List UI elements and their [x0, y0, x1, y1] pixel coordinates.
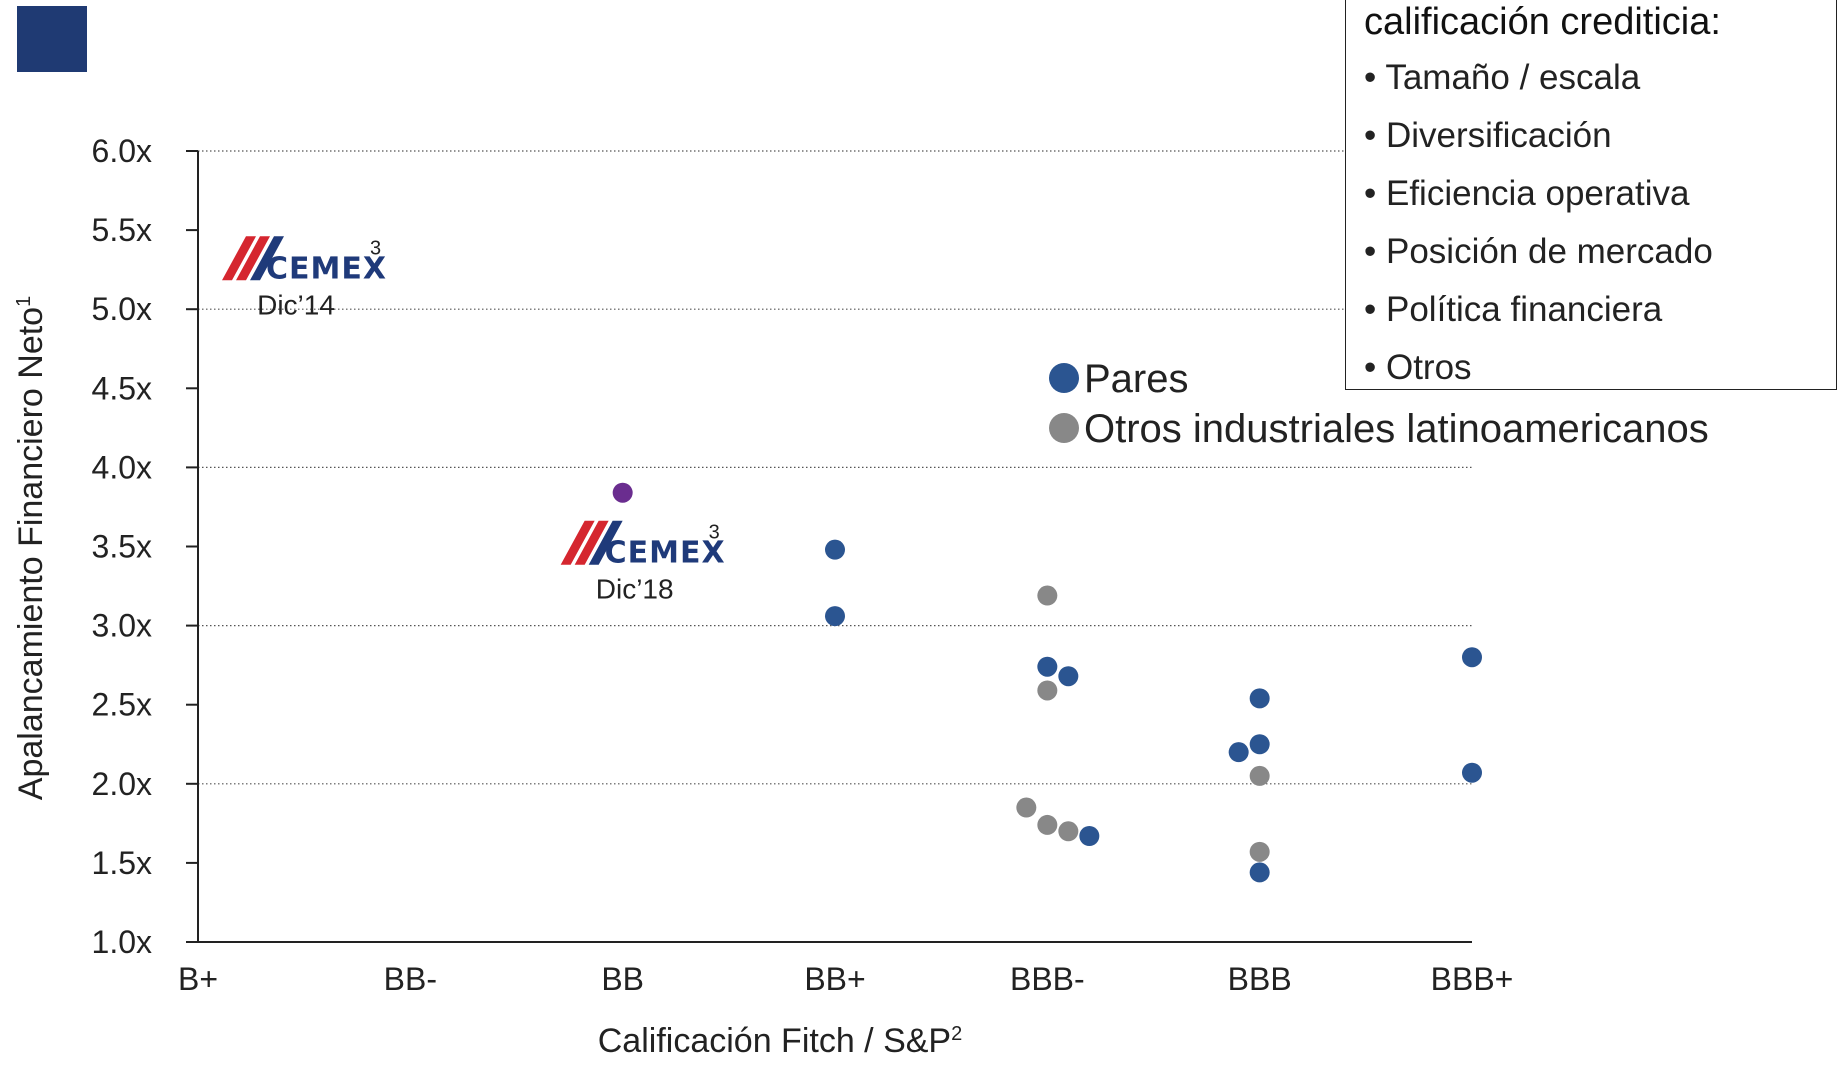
logo-wordmark: CEMEX	[605, 536, 726, 571]
factor-item: • Diversificación	[1364, 116, 1612, 155]
legend-marker	[1049, 413, 1079, 443]
y-axis-title: Apalancamiento Financiero Neto1	[12, 296, 50, 800]
logo-stripe-red	[236, 236, 270, 281]
peer-point	[1058, 666, 1079, 687]
latam-industrial-point	[1249, 841, 1270, 862]
axes	[186, 150, 1472, 943]
logo-stripe-red	[222, 236, 256, 281]
logo-stripe-blue	[250, 236, 284, 281]
legend-marker	[1049, 363, 1079, 393]
x-tick-label: BBB-	[1010, 961, 1085, 997]
latam-industrial-point	[1016, 797, 1037, 818]
peer-point	[1249, 862, 1270, 883]
annotation-date-label: Dic’18	[596, 574, 674, 605]
y-tick-label: 2.0x	[92, 766, 152, 802]
peer-point	[825, 539, 845, 560]
corner-accent-square	[17, 6, 87, 72]
peer-point	[1249, 734, 1270, 755]
x-tick-labels: B+ BB- BB BB+ BBB- BBB BBB+	[178, 961, 1513, 997]
latam-industrial-point	[1058, 821, 1079, 842]
latam-industrial-point	[1037, 585, 1058, 606]
logo-stripe-red	[560, 520, 595, 565]
legend-label: Otros industriales latinoamericanos	[1084, 407, 1709, 451]
latam-industrial-point	[1249, 765, 1270, 786]
logo-stripe-red	[574, 520, 609, 565]
x-tick-label: BB-	[384, 961, 437, 997]
peer-point	[825, 606, 845, 627]
factor-item: • Posición de mercado	[1364, 232, 1713, 271]
peer-point	[1079, 826, 1100, 847]
data-points	[612, 482, 1482, 883]
factor-item: • Otros	[1364, 348, 1472, 387]
legend-label: Pares	[1084, 357, 1189, 401]
y-tick-label: 4.0x	[92, 449, 152, 485]
factor-item: • Tamaño / escala	[1364, 58, 1641, 97]
y-tick-label: 1.0x	[92, 924, 152, 960]
grid-lines	[198, 150, 1472, 785]
logo-superscript: 3	[709, 522, 720, 544]
x-tick-label: BBB+	[1431, 961, 1514, 997]
x-tick-label: BB+	[804, 961, 865, 997]
annotation-date-label: Dic’14	[257, 289, 335, 320]
y-tick-label: 2.5x	[92, 687, 152, 723]
y-tick-labels: 1.0x 1.5x 2.0x 2.5x 3.0x 3.5x 4.0x 4.5x 5.0x 5.5x…	[92, 133, 152, 960]
logo-wordmark: CEMEX	[266, 251, 387, 286]
factor-item: • Política financiera	[1364, 290, 1663, 329]
logo-superscript: 3	[370, 237, 381, 259]
y-tick-label: 3.0x	[92, 608, 152, 644]
factor-item: • Eficiencia operativa	[1364, 174, 1690, 213]
legend: Pares Otros industriales latinoamericanos	[1049, 357, 1709, 451]
factors-list: • Tamaño / escala • Diversificación • Efic…	[1364, 49, 1836, 397]
y-tick-label: 5.0x	[92, 291, 152, 327]
latam-industrial-point	[1037, 680, 1058, 701]
credit-rating-factors-box: calificación crediticia: • Tamaño / esca…	[1345, 0, 1837, 390]
logo-stripe-blue	[588, 520, 623, 565]
x-tick-label: BB	[601, 961, 644, 997]
y-tick-label: 1.5x	[92, 845, 152, 881]
peer-point	[1249, 688, 1270, 709]
x-axis-title: Calificación Fitch / S&P2	[598, 1022, 962, 1060]
latam-industrial-point	[1037, 814, 1058, 835]
y-tick-label: 6.0x	[92, 133, 152, 169]
y-tick-label: 3.5x	[92, 529, 152, 565]
y-tick-label: 4.5x	[92, 370, 152, 406]
cemex-dic18-point	[612, 482, 633, 503]
peer-point	[1228, 742, 1249, 763]
x-tick-label: B+	[178, 961, 218, 997]
factors-box-title: calificación crediticia:	[1364, 1, 1721, 43]
x-tick-label: BBB	[1228, 961, 1292, 997]
peer-point	[1462, 647, 1482, 668]
peer-point	[1462, 762, 1482, 783]
peer-point	[1037, 656, 1058, 677]
y-tick-label: 5.5x	[92, 212, 152, 248]
